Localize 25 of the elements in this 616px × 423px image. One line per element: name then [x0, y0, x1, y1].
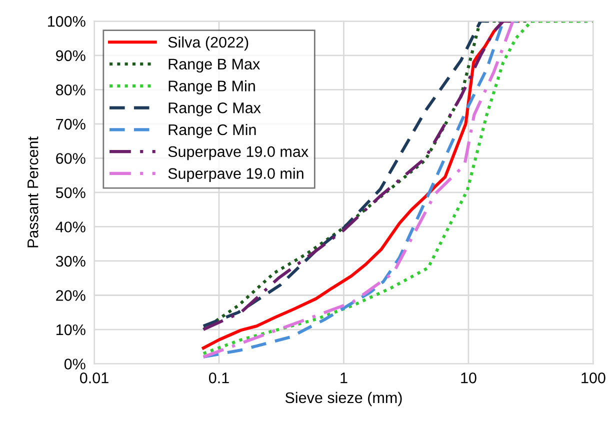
x-axis-title: Sieve sieze (mm) — [285, 392, 402, 406]
y-tick-label: 30% — [56, 256, 86, 267]
y-tick-label: 100% — [48, 16, 86, 27]
y-tick-label: 60% — [56, 153, 86, 164]
y-tick-label: 50% — [56, 187, 86, 198]
legend-label: Range B Min — [168, 80, 255, 94]
legend-label: Superpave 19.0 max — [168, 146, 308, 160]
legend-label: Silva (2022) — [168, 36, 248, 51]
x-tick-label: 0.1 — [208, 372, 229, 384]
legend-label: Range B Max — [168, 58, 260, 73]
legend-label: Range C Min — [168, 124, 256, 138]
y-axis-title: Passant Percent — [28, 136, 38, 248]
x-tick-label: 0.01 — [80, 372, 108, 384]
y-tick-label: 10% — [56, 324, 86, 336]
y-tick-label: 90% — [56, 50, 86, 62]
y-tick-label: 70% — [56, 118, 86, 130]
x-tick-label: 100 — [582, 372, 606, 384]
x-tick-label: 10 — [461, 372, 476, 384]
y-tick-label: 80% — [56, 84, 86, 96]
y-tick-label: 0% — [64, 358, 86, 370]
y-tick-label: 20% — [56, 290, 86, 301]
legend-label: Range C Max — [168, 102, 261, 116]
x-tick-label: 1 — [340, 372, 348, 384]
legend-label: Superpave 19.0 min — [168, 168, 304, 182]
y-tick-label: 40% — [56, 222, 86, 232]
